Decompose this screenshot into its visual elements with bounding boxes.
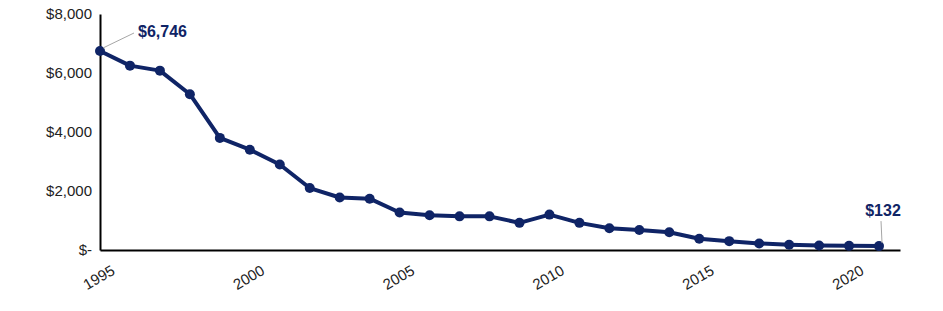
- x-axis-line: [101, 250, 901, 252]
- y-tick: $6,000: [46, 64, 100, 81]
- marker: [335, 192, 345, 202]
- marker: [125, 61, 135, 71]
- x-tick-label: 2020: [829, 261, 866, 292]
- marker: [485, 211, 495, 221]
- y-tick-label: $-: [79, 241, 92, 258]
- y-tick: $2,000: [46, 182, 100, 199]
- marker: [185, 89, 195, 99]
- plot-area: $- $2,000 $4,000 $6,000 $8,000 1995 2000 2005 20…: [46, 5, 901, 293]
- x-tick: 2010: [530, 250, 567, 293]
- x-axis: 1995 2000 2005 2010 2015 2020: [80, 250, 900, 293]
- x-tick: 2005: [380, 250, 417, 293]
- marker: [365, 194, 375, 204]
- marker: [694, 234, 704, 244]
- marker: [155, 66, 165, 76]
- data-label: $6,746: [138, 23, 187, 40]
- marker: [634, 225, 644, 235]
- y-tick-label: $8,000: [46, 5, 92, 22]
- marker: [245, 145, 255, 155]
- x-tick: 2020: [829, 250, 866, 293]
- marker: [215, 133, 225, 143]
- marker: [455, 211, 465, 221]
- marker: [574, 218, 584, 228]
- marker: [604, 223, 614, 233]
- line: [100, 51, 879, 246]
- y-tick: $-: [79, 241, 100, 258]
- y-tick-label: $6,000: [46, 64, 92, 81]
- x-tick-label: 2015: [679, 261, 716, 292]
- marker: [514, 218, 524, 228]
- marker: [544, 210, 554, 220]
- x-tick-label: 2005: [380, 261, 417, 292]
- marker: [874, 241, 884, 251]
- x-tick: 2015: [679, 250, 716, 293]
- y-tick: $4,000: [46, 123, 100, 140]
- marker: [814, 241, 824, 251]
- marker: [664, 227, 674, 237]
- series: [95, 46, 884, 251]
- marker: [425, 210, 435, 220]
- y-tick: $8,000: [46, 5, 100, 22]
- marker: [275, 159, 285, 169]
- leader-line: [881, 221, 882, 243]
- x-tick-label: 2010: [530, 261, 567, 292]
- y-axis: $- $2,000 $4,000 $6,000 $8,000: [46, 5, 100, 258]
- marker: [784, 240, 794, 250]
- y-tick-label: $2,000: [46, 182, 92, 199]
- data-label: $132: [865, 202, 901, 219]
- leader-line: [103, 33, 134, 48]
- x-tick-label: 2000: [230, 261, 267, 292]
- marker: [305, 183, 315, 193]
- chart: $- $2,000 $4,000 $6,000 $8,000 1995 2000 2005 20…: [0, 0, 943, 311]
- x-tick: 2000: [230, 250, 267, 293]
- marker: [754, 239, 764, 249]
- x-tick: 1995: [80, 250, 117, 293]
- x-tick-label: 1995: [80, 261, 117, 292]
- marker: [724, 236, 734, 246]
- marker: [395, 208, 405, 218]
- marker: [844, 241, 854, 251]
- data-labels: $6,746 $132: [103, 23, 901, 243]
- y-tick-label: $4,000: [46, 123, 92, 140]
